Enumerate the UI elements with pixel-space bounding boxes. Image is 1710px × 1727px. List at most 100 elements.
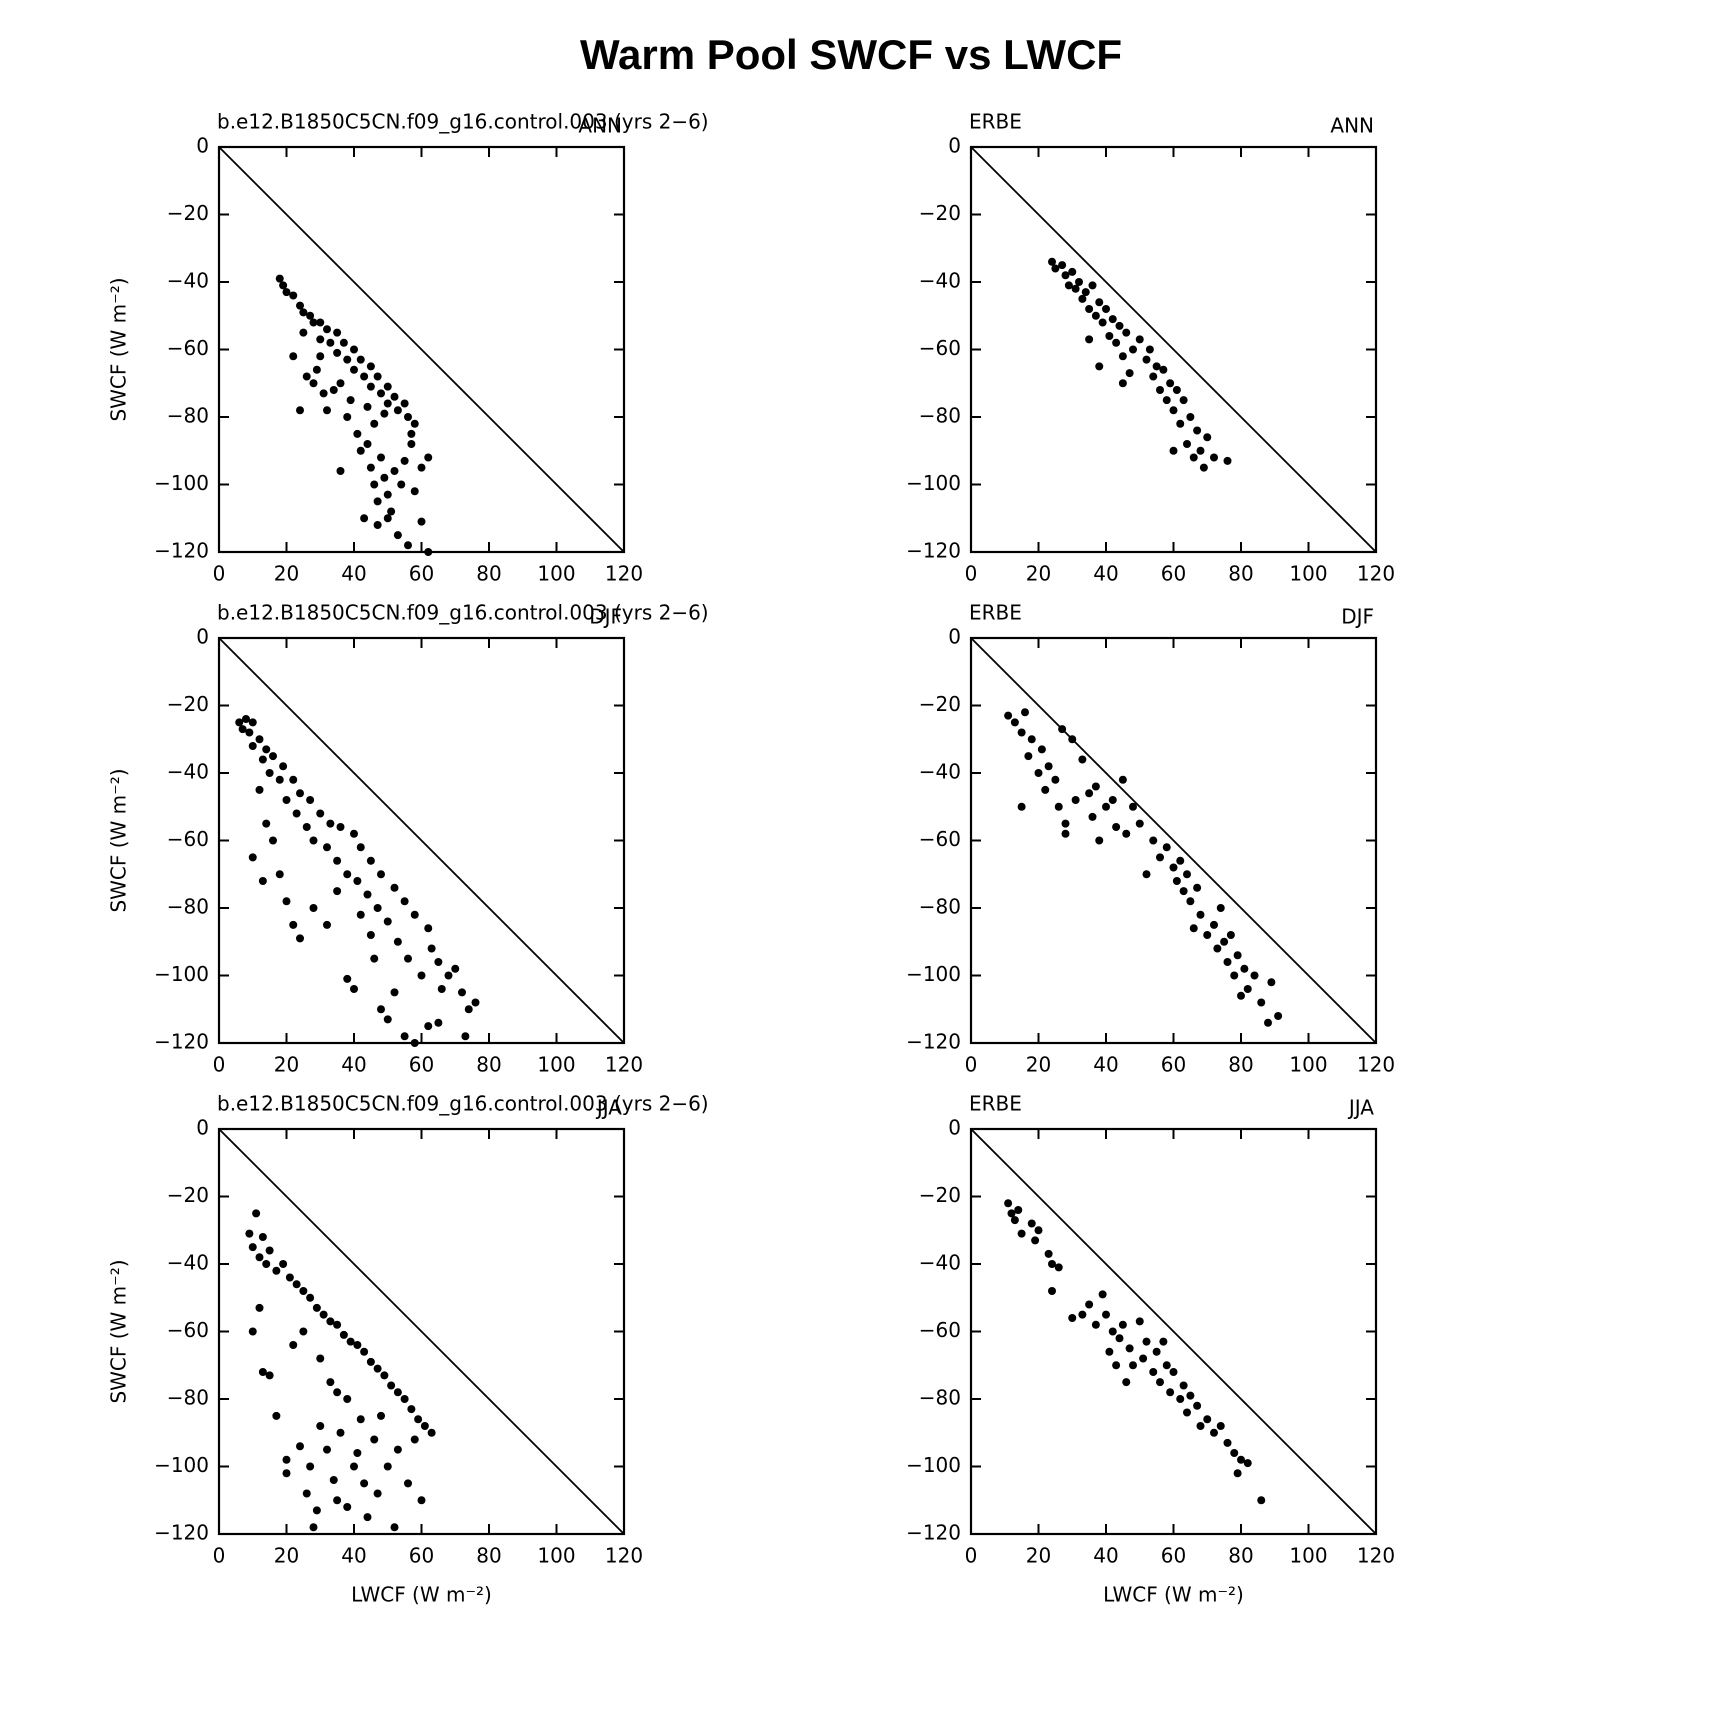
point — [289, 352, 298, 361]
point — [414, 1415, 423, 1424]
point — [1139, 1354, 1148, 1363]
panel-season: ANN — [1330, 114, 1374, 138]
point — [1061, 819, 1070, 828]
point — [1108, 796, 1117, 804]
point — [1007, 1209, 1016, 1218]
point — [464, 1005, 473, 1014]
point — [238, 725, 247, 734]
x-tick-label: 100 — [537, 562, 575, 586]
point — [323, 406, 331, 415]
point — [258, 877, 267, 885]
point — [1085, 1300, 1094, 1309]
point — [1159, 1337, 1168, 1346]
y-tick-label: −100 — [906, 962, 961, 986]
point — [461, 1032, 470, 1041]
point — [370, 1435, 379, 1444]
point — [248, 1243, 257, 1252]
point — [296, 406, 304, 415]
point — [272, 1266, 281, 1275]
x-tick-label: 0 — [213, 1544, 226, 1568]
point — [1027, 1219, 1036, 1228]
point — [1223, 456, 1232, 465]
point — [343, 1395, 352, 1403]
point — [282, 1469, 291, 1478]
point — [1071, 284, 1080, 293]
point — [350, 1462, 358, 1471]
point — [1115, 321, 1124, 330]
point — [380, 1371, 389, 1380]
point — [383, 382, 392, 391]
reference-line — [218, 1128, 625, 1535]
x-tick-label: 120 — [1357, 1053, 1395, 1077]
point — [1122, 1378, 1131, 1387]
point — [1129, 1361, 1137, 1370]
point — [1017, 802, 1026, 811]
point — [373, 1489, 382, 1498]
point — [302, 372, 311, 381]
point — [353, 1341, 362, 1349]
x-tick-label: 100 — [1289, 1544, 1327, 1568]
point — [1210, 1428, 1218, 1437]
x-axis-label: LWCF (W m⁻²) — [1103, 1583, 1244, 1607]
y-tick-label: 0 — [196, 625, 209, 649]
point — [326, 338, 335, 347]
point — [289, 775, 298, 784]
point — [350, 365, 358, 374]
point — [1176, 419, 1185, 428]
panel-season: JJA — [1347, 1096, 1374, 1120]
x-tick-label: 40 — [1093, 1053, 1118, 1077]
point — [1162, 1361, 1171, 1370]
point — [306, 1462, 315, 1471]
y-tick-label: −40 — [167, 1251, 209, 1275]
point — [1031, 1236, 1040, 1245]
point — [255, 1253, 264, 1262]
point — [333, 1320, 342, 1329]
y-tick-label: −120 — [154, 1030, 209, 1054]
point — [390, 1523, 399, 1532]
point — [269, 836, 277, 845]
point — [1118, 352, 1127, 361]
panel-title: b.e12.B1850C5CN.f09_g16.control.003 (yrs… — [217, 110, 709, 134]
point — [309, 836, 318, 845]
point — [336, 1428, 345, 1437]
point — [1095, 298, 1104, 307]
panel: 0 20 40 60 80 100 120 0 −20 −40 −60 −80 −100 −120 b.e1… — [107, 1092, 709, 1607]
point — [1085, 789, 1094, 798]
point — [1189, 924, 1198, 933]
point — [404, 541, 412, 550]
point — [1162, 843, 1171, 852]
point — [1048, 257, 1056, 266]
point — [1098, 318, 1107, 327]
point — [1172, 877, 1181, 885]
point — [1257, 1496, 1266, 1505]
point — [1058, 261, 1067, 270]
y-tick-label: −100 — [906, 471, 961, 495]
point — [1061, 271, 1070, 280]
point — [417, 517, 426, 526]
point — [1118, 775, 1127, 784]
point — [377, 1411, 385, 1420]
point — [1102, 305, 1110, 313]
point — [323, 1445, 331, 1454]
x-tick-label: 0 — [965, 1053, 978, 1077]
point — [1078, 1310, 1087, 1319]
point — [1098, 1290, 1107, 1299]
point — [437, 985, 446, 993]
point — [1135, 819, 1144, 828]
point — [326, 1378, 335, 1387]
point — [279, 281, 288, 290]
x-tick-label: 0 — [965, 1544, 978, 1568]
point — [1048, 1287, 1056, 1295]
point — [1125, 1344, 1134, 1353]
point — [1172, 386, 1181, 394]
point — [377, 1005, 385, 1014]
point — [1237, 991, 1245, 1000]
point — [1108, 1327, 1117, 1336]
point — [292, 1280, 301, 1289]
point — [265, 1246, 274, 1255]
point — [1196, 910, 1205, 919]
point — [356, 355, 365, 364]
point — [373, 904, 382, 912]
point — [1088, 812, 1097, 821]
